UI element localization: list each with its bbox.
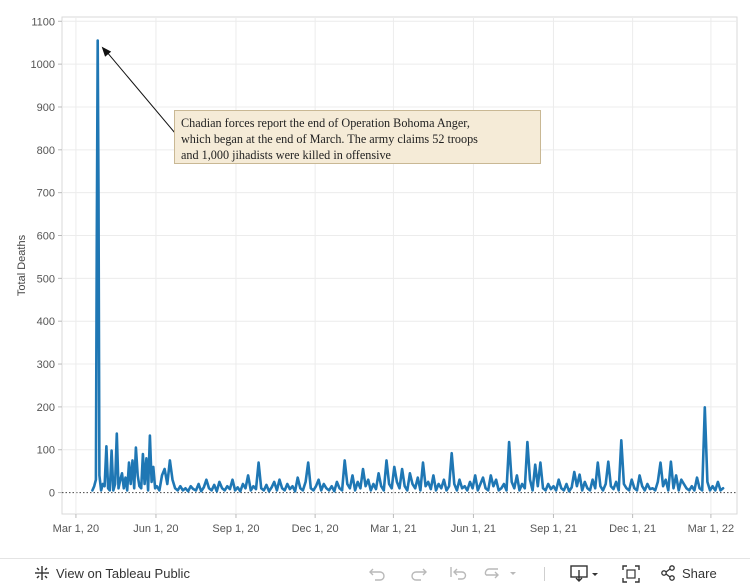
axes: 0 100 200 300 400 500 600 700 800 900 1000 1100 Mar … [16,16,734,535]
undo-icon [369,568,385,581]
y-tick-label: 500 [37,273,55,285]
y-tick-label: 300 [37,359,55,371]
share-button[interactable]: Share [660,565,717,581]
annotation-arrowhead [101,46,112,57]
x-tick-label: Mar 1, 22 [688,523,734,535]
series-line-0[interactable] [91,39,725,493]
annotation-line-3: and 1,000 jihadists were killed in offen… [181,148,391,162]
download-button[interactable] [570,565,602,583]
y-tick-label: 100 [37,445,55,457]
download-icon [570,565,598,582]
y-tick-label: 0 [49,488,55,500]
revert-icon [450,567,467,580]
annotation-arrow [105,50,176,134]
y-tick-label: 900 [37,102,55,114]
annotation-box: Chadian forces report the end of Operati… [174,110,541,164]
fullscreen-button[interactable] [622,565,640,583]
x-tick-label: Sep 1, 20 [212,523,259,535]
series-layer [91,39,725,493]
grid [61,16,738,515]
undo-button[interactable] [368,565,386,581]
share-icon [661,565,675,581]
y-tick-label: 700 [37,188,55,200]
share-label: Share [682,565,717,581]
x-tick-label: Dec 1, 20 [292,523,339,535]
refresh-icon [484,568,516,579]
tableau-toolbar: View on Tableau Public [0,558,750,588]
x-tick-label: Mar 1, 20 [53,523,99,535]
y-tick-label: 200 [37,402,55,414]
refresh-button[interactable] [484,565,520,581]
y-tick-label: 600 [37,231,55,243]
y-tick-label: 1100 [31,16,55,28]
annotation-line-2: which began at the end of March. The arm… [181,132,478,146]
fullscreen-icon [622,565,640,583]
tableau-icon [34,565,50,581]
toolbar-divider [544,567,545,581]
view-on-tableau-label: View on Tableau Public [56,565,190,581]
x-tick-label: Sep 1, 21 [530,523,577,535]
y-tick-label: 1000 [31,59,55,71]
x-tick-label: Jun 1, 21 [451,523,496,535]
x-tick-label: Mar 1, 21 [370,523,416,535]
redo-button[interactable] [410,565,428,581]
chart-area: 0 100 200 300 400 500 600 700 800 900 1000 1100 Mar … [16,16,738,535]
annotation-line-1: Chadian forces report the end of Operati… [181,116,470,130]
annotation-arrow-group [101,46,176,134]
view-on-tableau-link[interactable]: View on Tableau Public [34,565,190,581]
y-tick-label: 800 [37,145,55,157]
x-tick-label: Dec 1, 21 [609,523,656,535]
x-tick-label: Jun 1, 20 [133,523,178,535]
redo-icon [411,568,427,581]
y-axis-title: Total Deaths [16,234,28,296]
plot-border [61,16,738,515]
revert-button[interactable] [449,565,467,581]
y-tick-label: 400 [37,316,55,328]
line-chart: 0 100 200 300 400 500 600 700 800 900 1000 1100 Mar … [16,16,738,535]
